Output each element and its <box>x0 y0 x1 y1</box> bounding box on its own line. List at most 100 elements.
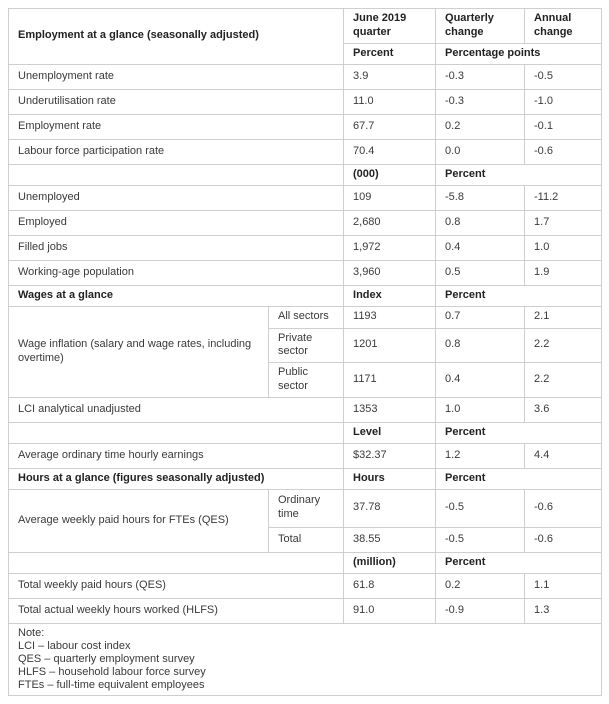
value-cell: 2,680 <box>343 209 437 236</box>
table-title: Employment at a glance (seasonally adjus… <box>7 8 345 65</box>
sub-label: Private sector <box>267 327 345 363</box>
row-label: Unemployment rate <box>7 63 345 90</box>
units-row: (000) Percent <box>7 163 603 186</box>
table-row: Private sector 1201 0.8 2.2 <box>9 327 603 363</box>
quarterly-change-cell: -0.5 <box>435 526 526 553</box>
quarterly-change-cell: 1.2 <box>435 442 526 469</box>
value-cell: 70.4 <box>343 138 437 165</box>
row-label: LCI analytical unadjusted <box>7 396 345 423</box>
value-cell: 38.55 <box>343 526 437 553</box>
units-row: Level Percent <box>7 421 603 444</box>
row-label: Filled jobs <box>7 234 345 261</box>
value-cell: 11.0 <box>343 88 437 115</box>
empty-cell <box>7 421 345 444</box>
unit-percent: Percent <box>435 551 603 574</box>
annual-change-cell: 2.2 <box>524 362 603 398</box>
annual-change-cell: 1.9 <box>524 259 603 286</box>
value-cell: 109 <box>343 184 437 211</box>
table-row: Average weekly paid hours for FTEs (QES)… <box>8 488 603 553</box>
section-title: Hours at a glance (figures seasonally ad… <box>7 467 345 490</box>
annual-change-cell: 1.7 <box>524 209 603 236</box>
annual-change-cell: 2.2 <box>524 327 603 363</box>
annual-change-cell: -0.6 <box>524 526 603 553</box>
section-title: Wages at a glance <box>7 284 345 307</box>
table-row: Total 38.55 -0.5 -0.6 <box>9 526 603 553</box>
annual-change-cell: 3.6 <box>524 396 603 423</box>
row-label: Total weekly paid hours (QES) <box>7 572 345 599</box>
value-cell: $32.37 <box>343 442 437 469</box>
value-cell: 1353 <box>343 396 437 423</box>
table-row: Employment rate 67.7 0.2 -0.1 <box>7 113 603 140</box>
column-header-quarterly-change: Quarterly change <box>435 8 526 44</box>
column-header-annual-change: Annual change <box>524 8 603 44</box>
annual-change-cell: 1.0 <box>524 234 603 261</box>
table-row: Wage inflation (salary and wage rates, i… <box>8 305 603 398</box>
table-row: Total weekly paid hours (QES) 61.8 0.2 1… <box>7 572 603 599</box>
annual-change-cell: 1.1 <box>524 572 603 599</box>
quarterly-change-cell: 0.4 <box>435 362 526 398</box>
note-row: Note: LCI – labour cost index QES – quar… <box>7 622 603 696</box>
value-cell: 3.9 <box>343 63 437 90</box>
value-cell: 3,960 <box>343 259 437 286</box>
quarterly-change-cell: -5.8 <box>435 184 526 211</box>
employment-summary-table: Employment at a glance (seasonally adjus… <box>7 8 603 696</box>
empty-cell <box>7 551 345 574</box>
quarterly-change-cell: 0.8 <box>435 209 526 236</box>
table-row: Total actual weekly hours worked (HLFS) … <box>7 597 603 624</box>
quarterly-change-cell: 0.2 <box>435 113 526 140</box>
value-cell: 1,972 <box>343 234 437 261</box>
section-header-hours: Hours at a glance (figures seasonally ad… <box>7 467 603 490</box>
quarterly-change-cell: 0.5 <box>435 259 526 286</box>
row-label: Underutilisation rate <box>7 88 345 115</box>
quarterly-change-cell: -0.3 <box>435 88 526 115</box>
header-row: Employment at a glance (seasonally adjus… <box>7 8 603 65</box>
quarterly-change-cell: 1.0 <box>435 396 526 423</box>
unit-percent: Percent <box>435 163 603 186</box>
annual-change-cell: 2.1 <box>524 305 603 329</box>
quarterly-change-cell: 0.8 <box>435 327 526 363</box>
row-label: Working-age population <box>7 259 345 286</box>
value-cell: 1201 <box>343 327 437 363</box>
row-label: Unemployed <box>7 184 345 211</box>
column-header-period: June 2019 quarter <box>343 8 437 44</box>
table-row: Labour force participation rate 70.4 0.0… <box>7 138 603 165</box>
value-cell: 37.78 <box>343 488 437 528</box>
quarterly-change-cell: -0.9 <box>435 597 526 624</box>
annual-change-cell: -0.6 <box>524 138 603 165</box>
unit-index: Index <box>343 284 437 307</box>
note-line: QES – quarterly employment survey <box>18 652 195 665</box>
row-label: Employed <box>7 209 345 236</box>
row-label: Average ordinary time hourly earnings <box>7 442 345 469</box>
unit-thousands: (000) <box>343 163 437 186</box>
row-label: Employment rate <box>7 113 345 140</box>
unit-level: Level <box>343 421 437 444</box>
sub-label: All sectors <box>267 305 345 329</box>
table-row: Working-age population 3,960 0.5 1.9 <box>7 259 603 286</box>
table-row: Unemployment rate 3.9 -0.3 -0.5 <box>7 63 603 90</box>
sub-label: Total <box>267 526 345 553</box>
unit-hours: Hours <box>343 467 437 490</box>
unit-percent: Percent <box>343 42 437 65</box>
annual-change-cell: -11.2 <box>524 184 603 211</box>
empty-cell <box>7 163 345 186</box>
unit-percentage-points: Percentage points <box>435 42 603 65</box>
table-row: Public sector 1171 0.4 2.2 <box>9 362 603 398</box>
quarterly-change-cell: 0.0 <box>435 138 526 165</box>
value-cell: 1171 <box>343 362 437 398</box>
note: Note: LCI – labour cost index QES – quar… <box>7 622 603 696</box>
annual-change-cell: -1.0 <box>524 88 603 115</box>
units-row: (million) Percent <box>7 551 603 574</box>
note-line: FTEs – full-time equivalent employees <box>18 678 205 691</box>
value-cell: 67.7 <box>343 113 437 140</box>
note-line: HLFS – household labour force survey <box>18 665 206 678</box>
row-label: Total actual weekly hours worked (HLFS) <box>7 597 345 624</box>
table-row: Average ordinary time hourly earnings $3… <box>7 442 603 469</box>
table-row: LCI analytical unadjusted 1353 1.0 3.6 <box>7 396 603 423</box>
sub-label: Public sector <box>267 362 345 398</box>
quarterly-change-cell: -0.5 <box>435 488 526 528</box>
annual-change-cell: 1.3 <box>524 597 603 624</box>
annual-change-cell: -0.5 <box>524 63 603 90</box>
row-label-wage-inflation: Wage inflation (salary and wage rates, i… <box>8 305 269 398</box>
quarterly-change-cell: 0.2 <box>435 572 526 599</box>
